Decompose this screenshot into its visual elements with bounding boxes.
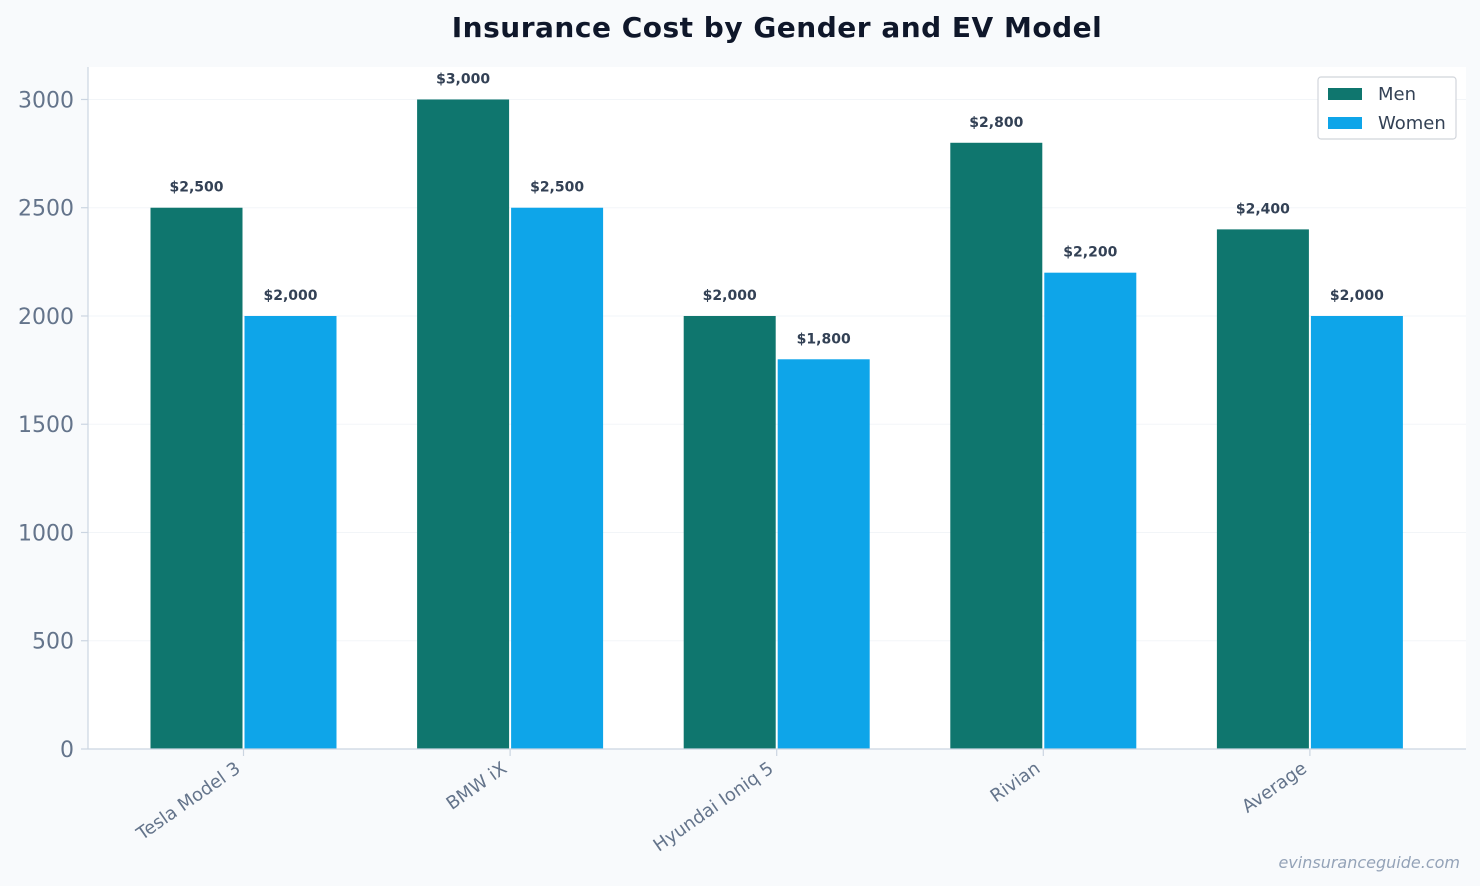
- y-tick-label: 3000: [18, 88, 74, 113]
- x-tick-label: BMW iX: [443, 758, 511, 815]
- bar-women: [1310, 315, 1403, 749]
- y-tick-label: 1500: [18, 413, 74, 438]
- legend-swatch-men: [1328, 88, 1362, 100]
- x-tick-label: Average: [1238, 758, 1311, 818]
- bar-men: [683, 315, 776, 749]
- y-tick-label: 500: [32, 630, 74, 655]
- bars: [150, 99, 1403, 749]
- bar-women: [511, 207, 604, 749]
- legend-label-men: Men: [1378, 84, 1416, 105]
- legend: Men Women: [1317, 76, 1457, 140]
- x-tick-label: Tesla Model 3: [132, 758, 244, 845]
- chart-title: Insurance Cost by Gender and EV Model: [452, 11, 1102, 44]
- bar-women: [244, 315, 337, 749]
- x-tick-label: Hyundai Ioniq 5: [650, 758, 778, 856]
- bar-men: [1216, 229, 1309, 749]
- bar-value-label: $2,200: [1063, 245, 1117, 261]
- bar-value-label: $2,000: [1330, 288, 1384, 304]
- legend-label-women: Women: [1378, 113, 1446, 134]
- watermark: evinsuranceguide.com: [1278, 853, 1460, 872]
- legend-swatch-women: [1328, 117, 1362, 129]
- bar-men: [417, 99, 510, 749]
- y-tick-label: 0: [60, 738, 74, 763]
- y-tick-label: 2000: [18, 305, 74, 330]
- bar-value-label: $2,000: [263, 288, 317, 304]
- bar-value-label: $3,000: [436, 71, 490, 87]
- bar-men: [950, 142, 1043, 749]
- bar-value-label: $2,500: [530, 180, 584, 196]
- bar-value-label: $2,400: [1236, 201, 1290, 217]
- data-labels: $2,500 $2,000 $3,000 $2,500 $2,000 $1,800 $2,8…: [169, 71, 1384, 347]
- bar-men: [150, 207, 243, 749]
- bar-value-label: $2,500: [169, 180, 223, 196]
- bar-value-label: $2,800: [969, 115, 1023, 131]
- x-tick-label: Rivian: [987, 758, 1045, 807]
- bar-women: [777, 359, 870, 749]
- y-tick-label: 2500: [18, 197, 74, 222]
- bar-value-label: $1,800: [797, 331, 851, 347]
- bar-women: [1044, 272, 1137, 749]
- bar-value-label: $2,000: [703, 288, 757, 304]
- y-tick-label: 1000: [18, 521, 74, 546]
